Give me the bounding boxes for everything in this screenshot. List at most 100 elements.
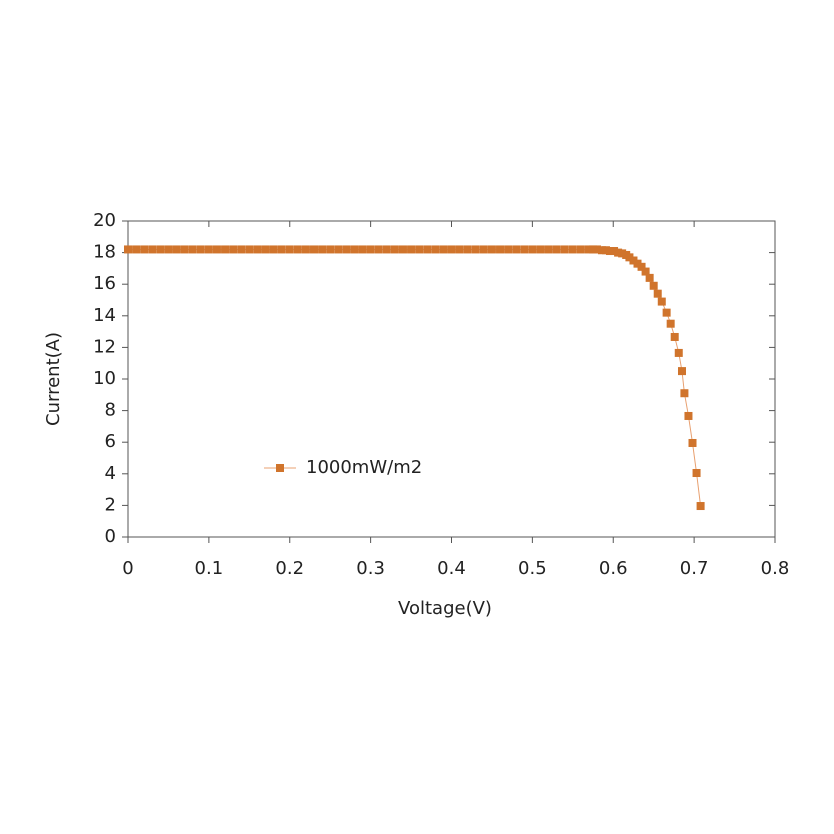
marker bbox=[237, 245, 246, 254]
marker bbox=[487, 245, 496, 254]
x-tick-label: 0.2 bbox=[275, 558, 304, 579]
marker bbox=[350, 245, 359, 254]
x-tick-label: 0.5 bbox=[518, 558, 547, 579]
marker bbox=[164, 245, 173, 254]
marker bbox=[124, 245, 132, 254]
marker bbox=[180, 245, 189, 254]
marker bbox=[374, 245, 383, 254]
marker bbox=[520, 245, 529, 254]
marker bbox=[696, 502, 705, 511]
marker bbox=[318, 245, 327, 254]
x-tick-label: 0.6 bbox=[599, 558, 628, 579]
marker bbox=[625, 253, 634, 262]
marker bbox=[629, 256, 638, 265]
marker bbox=[584, 245, 593, 254]
marker bbox=[662, 308, 671, 317]
marker bbox=[688, 438, 697, 447]
y-tick-label: 0 bbox=[105, 526, 116, 547]
marker bbox=[610, 247, 619, 256]
legend-marker bbox=[276, 464, 284, 472]
x-tick-label: 0.1 bbox=[195, 558, 224, 579]
marker bbox=[204, 245, 213, 254]
marker bbox=[156, 245, 165, 254]
marker bbox=[285, 245, 294, 254]
marker bbox=[196, 245, 205, 254]
marker bbox=[528, 245, 537, 254]
marker bbox=[148, 245, 157, 254]
marker bbox=[653, 289, 662, 298]
marker bbox=[398, 245, 407, 254]
y-tick-label: 4 bbox=[105, 463, 116, 484]
marker bbox=[245, 245, 254, 254]
marker bbox=[471, 245, 480, 254]
marker bbox=[140, 245, 149, 254]
y-tick-label: 18 bbox=[93, 242, 116, 263]
marker bbox=[684, 411, 693, 420]
marker bbox=[680, 389, 689, 398]
marker bbox=[618, 249, 627, 258]
marker bbox=[293, 245, 302, 254]
y-tick-label: 12 bbox=[93, 336, 116, 357]
marker bbox=[423, 245, 432, 254]
marker bbox=[649, 281, 658, 290]
marker bbox=[637, 262, 646, 271]
marker bbox=[560, 245, 569, 254]
marker bbox=[657, 297, 666, 306]
marker bbox=[677, 367, 686, 376]
marker bbox=[310, 245, 319, 254]
marker bbox=[606, 247, 615, 256]
marker bbox=[269, 245, 278, 254]
y-tick-label: 10 bbox=[93, 368, 116, 389]
marker bbox=[576, 245, 585, 254]
y-tick-label: 20 bbox=[93, 210, 116, 231]
marker bbox=[536, 245, 545, 254]
marker bbox=[358, 245, 367, 254]
marker bbox=[212, 245, 221, 254]
x-tick-label: 0.8 bbox=[761, 558, 790, 579]
marker bbox=[188, 245, 197, 254]
marker bbox=[496, 245, 505, 254]
marker bbox=[439, 245, 448, 254]
x-axis-label: Voltage(V) bbox=[398, 598, 492, 619]
marker bbox=[597, 246, 606, 255]
marker bbox=[407, 245, 416, 254]
marker bbox=[512, 245, 521, 254]
legend-label: 1000mW/m2 bbox=[306, 457, 422, 478]
marker bbox=[633, 259, 642, 268]
marker bbox=[447, 245, 456, 254]
marker bbox=[172, 245, 181, 254]
marker bbox=[261, 245, 270, 254]
marker bbox=[334, 245, 343, 254]
marker bbox=[253, 245, 262, 254]
marker bbox=[455, 245, 464, 254]
plot-frame bbox=[127, 220, 776, 538]
marker bbox=[479, 245, 488, 254]
marker bbox=[390, 245, 399, 254]
marker bbox=[301, 245, 310, 254]
marker bbox=[366, 245, 375, 254]
y-tick-label: 2 bbox=[105, 494, 116, 515]
marker bbox=[674, 348, 683, 357]
marker bbox=[670, 332, 679, 341]
x-tick-label: 0 bbox=[122, 558, 133, 579]
marker bbox=[229, 245, 238, 254]
x-tick-label: 0.7 bbox=[680, 558, 709, 579]
marker bbox=[326, 245, 335, 254]
marker bbox=[589, 245, 598, 254]
y-tick-label: 6 bbox=[105, 431, 116, 452]
marker bbox=[593, 245, 602, 254]
marker bbox=[666, 319, 675, 328]
marker bbox=[645, 273, 654, 282]
y-axis-label: Current(A) bbox=[43, 332, 64, 426]
marker bbox=[552, 245, 561, 254]
marker bbox=[277, 245, 286, 254]
x-tick-label: 0.3 bbox=[356, 558, 385, 579]
marker bbox=[692, 469, 701, 478]
y-tick-label: 16 bbox=[93, 273, 116, 294]
marker bbox=[544, 245, 553, 254]
marker bbox=[342, 245, 351, 254]
marker bbox=[641, 267, 650, 276]
y-tick-label: 8 bbox=[105, 400, 116, 421]
marker bbox=[132, 245, 141, 254]
